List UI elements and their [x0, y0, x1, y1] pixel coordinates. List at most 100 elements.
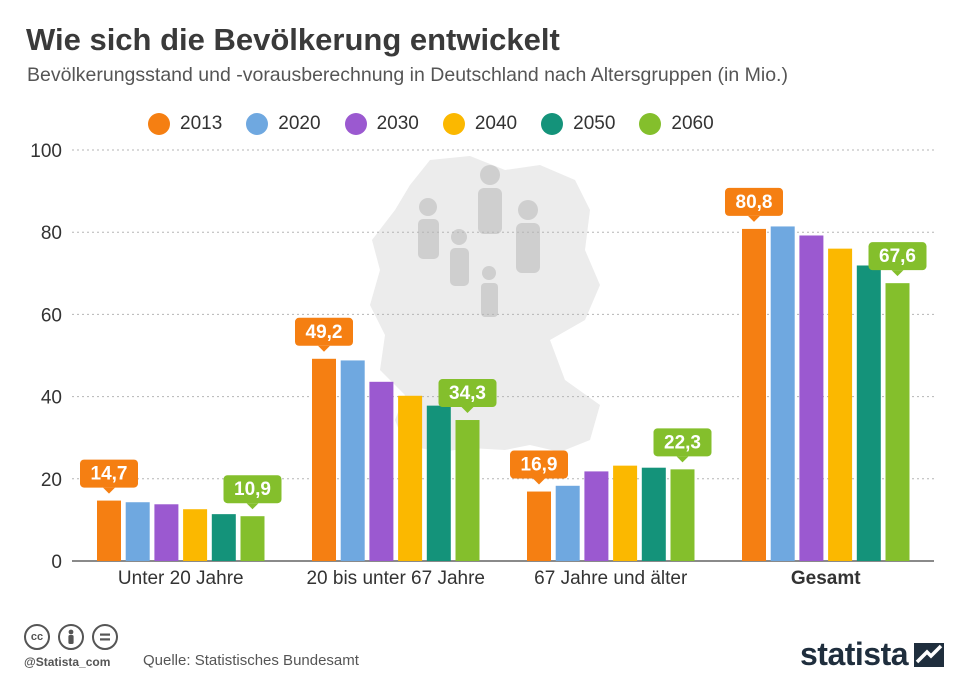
person-icon — [478, 165, 502, 234]
y-axis: 0 20 40 60 80 100 — [30, 141, 62, 573]
person-icon — [450, 229, 469, 286]
bar-2020 — [770, 226, 795, 562]
legend-label: 2030 — [376, 113, 419, 134]
x-category-label: Unter 20 Jahre — [118, 568, 244, 589]
bar-2040 — [398, 395, 423, 561]
bar-2030 — [584, 471, 609, 561]
y-tick-label: 100 — [30, 141, 62, 162]
chart-title: Wie sich die Bevölkerung entwickelt — [26, 22, 560, 57]
data-label-box — [653, 428, 712, 457]
legend-swatch — [148, 113, 170, 135]
legend-swatch — [246, 113, 269, 135]
data-label-pointer — [461, 407, 474, 414]
chart-subtitle: Bevölkerungsstand und -vorausberechnung … — [27, 64, 788, 86]
legend-label: 2050 — [573, 113, 616, 134]
data-label-box — [223, 475, 282, 504]
legend-label: 2040 — [474, 113, 518, 134]
data-label-pointer — [103, 487, 115, 494]
data-labels: 14,7 10,9 49,2 34,3 16,9 22,3 80,8 67,6 — [80, 187, 927, 510]
bar-2040 — [828, 248, 853, 561]
data-label-text: 16,9 — [521, 455, 558, 476]
x-category-label: Gesamt — [791, 568, 861, 589]
bar-2030 — [369, 381, 394, 561]
data-label-text: 14,7 — [91, 464, 128, 485]
legend-item-2040: 2040 — [442, 113, 518, 135]
source-note: Quelle: Statistisches Bundesamt — [143, 652, 359, 669]
data-label-pointer — [891, 270, 904, 277]
data-label-text: 80,8 — [736, 192, 773, 213]
data-label-box — [438, 379, 497, 408]
data-label: 49,2 — [295, 317, 353, 352]
data-label-pointer — [318, 345, 330, 352]
legend-swatch — [639, 113, 662, 135]
bar-2013 — [527, 491, 551, 561]
bar-2050 — [211, 514, 236, 561]
data-label-box — [295, 317, 353, 346]
person-icon — [481, 266, 498, 317]
logo-text: statista — [800, 636, 909, 672]
data-label-text: 34,3 — [449, 383, 486, 404]
y-tick-label: 60 — [41, 305, 62, 326]
bar-2040 — [183, 509, 208, 561]
legend-item-2060: 2060 — [639, 113, 714, 135]
bar-2013 — [97, 500, 121, 561]
data-label-pointer — [246, 503, 259, 510]
legend-label: 2020 — [278, 113, 321, 134]
bar-2020 — [555, 485, 580, 561]
y-tick-label: 0 — [51, 552, 62, 573]
bar-2050 — [426, 405, 451, 561]
nd-icon — [92, 624, 118, 650]
license-icons: cc — [24, 624, 126, 650]
y-tick-label: 20 — [41, 470, 62, 491]
bars — [97, 226, 910, 562]
bar-2060 — [885, 283, 910, 561]
legend-label: 2060 — [671, 113, 714, 134]
data-label: 67,6 — [868, 242, 927, 277]
data-label: 34,3 — [438, 379, 497, 414]
data-label-text: 49,2 — [306, 322, 343, 343]
data-label: 10,9 — [223, 475, 282, 510]
data-label: 22,3 — [653, 428, 712, 463]
cc-icon: cc — [24, 624, 50, 650]
data-label-pointer — [748, 215, 760, 222]
data-label-pointer — [676, 456, 689, 463]
x-axis: Unter 20 Jahre 20 bis unter 67 Jahre 67 Ja… — [118, 568, 861, 589]
person-icon — [418, 198, 439, 259]
bar-2050 — [856, 265, 881, 561]
bar-2013 — [312, 358, 336, 561]
footer-handle: @Statista_com — [24, 655, 111, 669]
x-category-label: 20 bis unter 67 Jahre — [306, 568, 485, 589]
data-label-box — [725, 187, 783, 216]
bar-2060 — [455, 420, 480, 561]
bar-2013 — [742, 228, 766, 562]
data-label: 14,7 — [80, 459, 138, 494]
data-label-text: 10,9 — [234, 479, 271, 500]
person-icon — [516, 200, 540, 273]
bar-2050 — [641, 467, 666, 561]
legend-item-2020: 2020 — [246, 113, 321, 135]
bar-2030 — [799, 235, 824, 561]
legend-item-2050: 2050 — [541, 113, 615, 135]
statista-logo: statista — [800, 636, 945, 673]
bar-2020 — [125, 502, 150, 561]
data-label: 80,8 — [725, 187, 783, 222]
data-label-text: 67,6 — [879, 246, 916, 267]
bar-2030 — [154, 504, 179, 561]
legend-item-2013: 2013 — [148, 113, 222, 135]
bar-2040 — [613, 465, 638, 561]
data-label-text: 22,3 — [664, 432, 701, 453]
data-label-pointer — [533, 478, 545, 485]
logo-mark-icon — [914, 642, 945, 667]
data-label-box — [868, 242, 927, 271]
data-label-box — [80, 459, 138, 488]
legend-swatch — [442, 113, 465, 135]
bar-2060 — [240, 516, 265, 561]
by-icon — [58, 624, 84, 650]
legend-swatch — [541, 113, 564, 135]
bar-2020 — [340, 360, 365, 561]
germany-map-illustration — [370, 156, 600, 452]
legend-label: 2013 — [180, 113, 223, 134]
legend: 2013 2020 2030 2040 2050 2060 — [148, 110, 738, 138]
legend-swatch — [344, 113, 367, 135]
